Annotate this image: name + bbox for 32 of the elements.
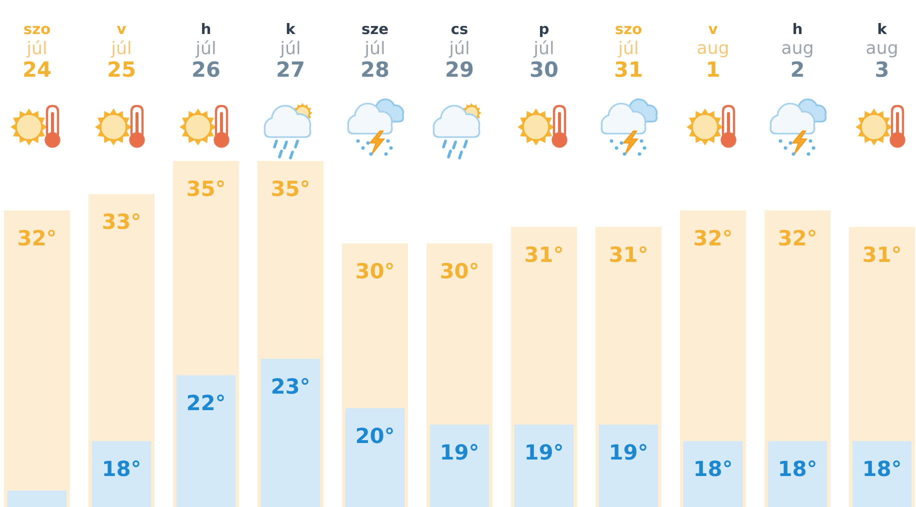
- data-label: 19°: [526, 444, 562, 460]
- data-label: 31°: [610, 246, 646, 262]
- data-label: 18°: [864, 460, 900, 476]
- data-label: 32°: [694, 230, 731, 246]
- data-label: 31°: [526, 246, 562, 262]
- data-label: 35°: [272, 180, 308, 196]
- data-label: 20°: [356, 427, 393, 444]
- x-tick-label: k júl 27: [278, 22, 304, 77]
- data-label: 23°: [272, 378, 308, 394]
- data-label: 18°: [780, 460, 816, 476]
- data-label: 18°: [696, 460, 731, 476]
- x-tick-label: cs júl 29: [446, 26, 473, 78]
- data-label: 22°: [188, 394, 224, 410]
- data-label: 31°: [864, 246, 900, 262]
- x-tick-label: sze júl 28: [362, 26, 388, 78]
- x-tick-label: h júl 26: [193, 22, 220, 78]
- x-tick-label: p júl 30: [530, 26, 558, 78]
- data-label: 18°: [104, 460, 140, 476]
- data-label: 19°: [442, 444, 478, 460]
- x-tick-label: szo júl 31: [615, 26, 642, 78]
- data-label: 30°: [441, 262, 478, 279]
- data-label: 32°: [18, 230, 55, 246]
- data-label: 33°: [103, 213, 140, 230]
- x-tick-label: h aug 2: [782, 22, 812, 77]
- x-tick-label: v júl 25: [108, 26, 135, 78]
- data-label: 35°: [188, 180, 224, 196]
- data-label: 32°: [779, 230, 816, 246]
- x-tick-label: k aug 3: [866, 22, 897, 78]
- data-label: 19°: [611, 444, 646, 460]
- x-tick-label: szo júl 24: [24, 26, 51, 77]
- data-label: 30°: [356, 262, 393, 279]
- x-tick-label: v aug 1: [698, 26, 728, 77]
